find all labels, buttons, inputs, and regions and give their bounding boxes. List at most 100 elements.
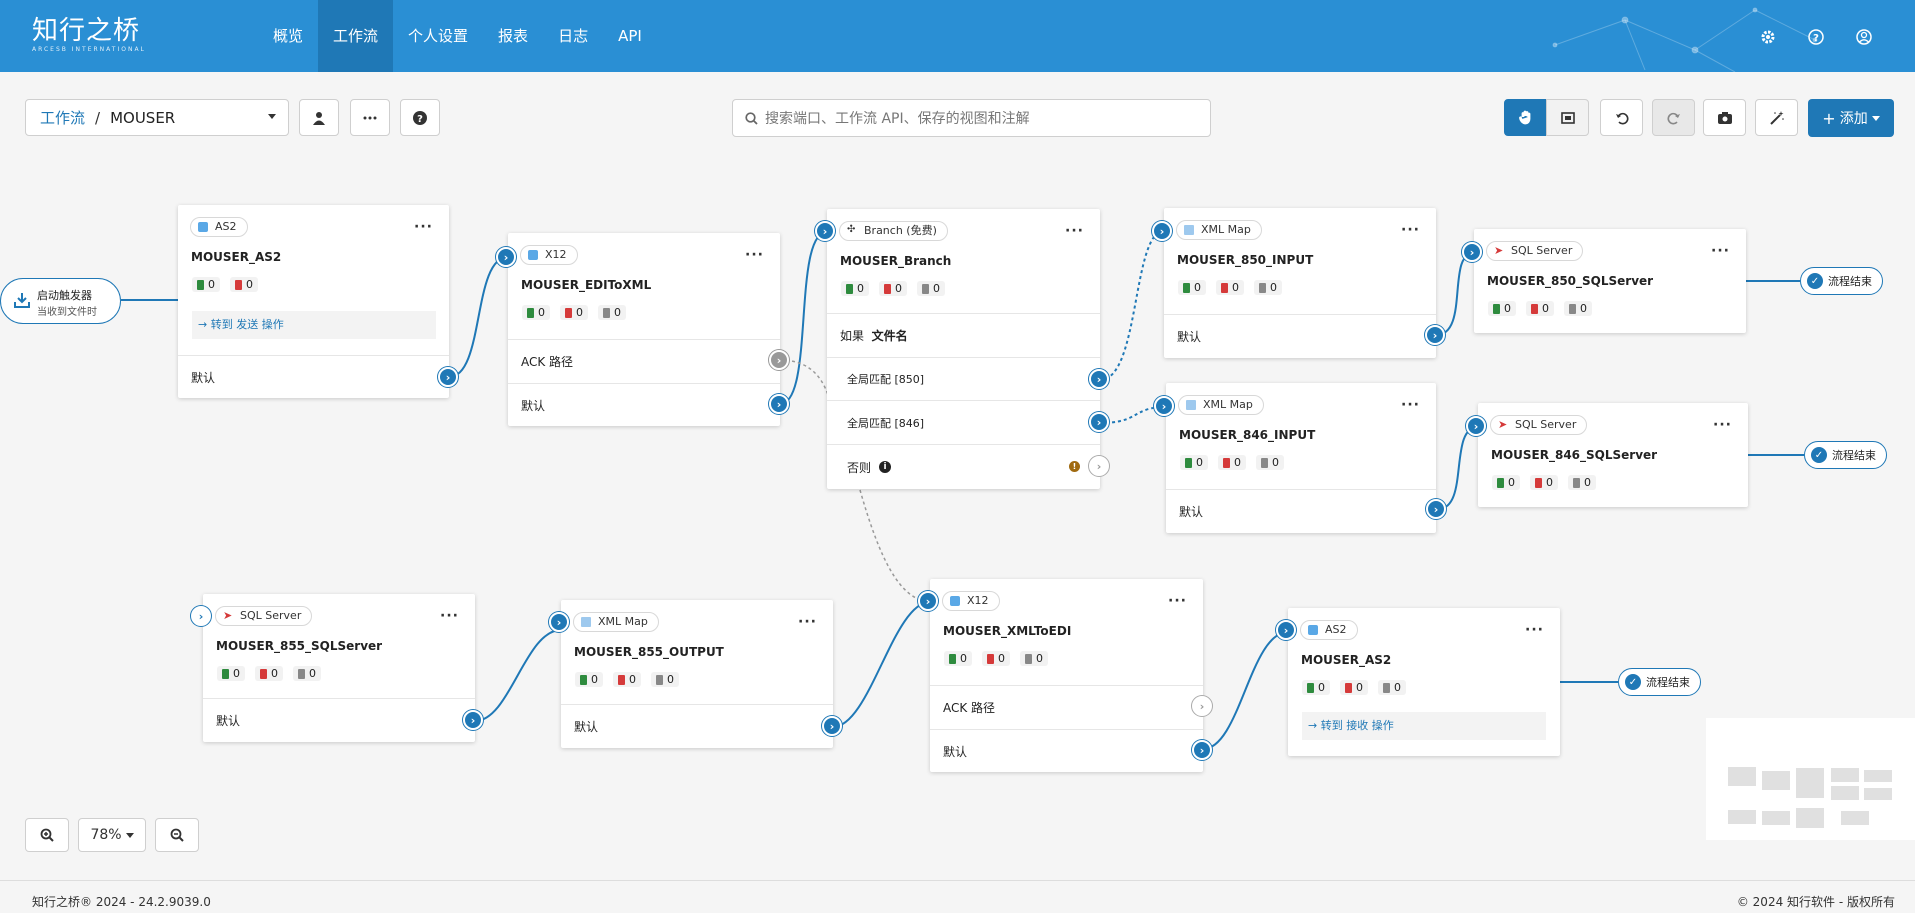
canvas-minimap[interactable] [1706,718,1915,840]
output-port[interactable]: › [822,716,842,736]
input-port[interactable]: › [918,591,938,611]
more-options-button[interactable] [350,99,390,136]
error-count: 0 [1216,280,1244,295]
queued-count: 0 [1564,301,1592,316]
output-default: 默认 [1166,489,1436,533]
node-x12-inbound[interactable]: › X12 ··· MOUSER_EDIToXML 0 0 0 ACK 路径 ›… [496,233,789,426]
node-xml-846-input[interactable]: › XML Map ··· MOUSER_846_INPUT 0 0 0 默认 … [1154,383,1446,533]
undo-button[interactable] [1600,99,1643,136]
node-menu-button[interactable]: ··· [1711,243,1730,259]
node-as2-inbound[interactable]: AS2 ··· MOUSER_AS2 0 0 → 转到 发送 操作 默认 › [178,205,458,398]
node-menu-button[interactable]: ··· [414,219,433,235]
input-port[interactable]: › [549,612,569,632]
zoom-level-dropdown[interactable]: 78% [78,818,146,852]
help-icon[interactable]: ? [1803,24,1829,50]
node-menu-button[interactable]: ··· [1065,223,1084,239]
node-menu-button[interactable]: ··· [440,608,459,624]
input-port[interactable]: › [1154,396,1174,416]
nav-profile[interactable]: 个人设置 [408,27,469,45]
end-flow-pill[interactable]: ✓ 流程结束 [1800,267,1883,295]
node-menu-button[interactable]: ··· [1168,593,1187,609]
info-icon: i [879,461,892,473]
add-button[interactable]: + 添加 [1808,99,1894,137]
output-port[interactable]: › [463,710,483,730]
else-output-port[interactable]: › [1089,456,1109,476]
workflow-breadcrumb[interactable]: 工作流 / MOUSER [25,99,289,136]
node-xml-850-input[interactable]: › XML Map ··· MOUSER_850_INPUT 0 0 0 默认 … [1152,208,1445,358]
input-port[interactable]: › [1152,221,1172,241]
ack-output-port[interactable]: › [769,350,789,370]
output-default: 默认 [561,704,833,748]
svg-text:?: ? [417,114,423,125]
caret-down-icon [125,832,134,838]
end-flow-pill[interactable]: ✓ 流程结束 [1804,441,1887,469]
node-counts: 0 0 0 [217,666,321,681]
node-counts: 0 0 0 [1492,475,1596,490]
ack-output-port[interactable]: › [1192,696,1212,716]
output-port[interactable]: › [1425,325,1445,345]
input-port[interactable]: › [496,247,516,267]
nav-logs[interactable]: 日志 [558,27,589,45]
node-type-tag: ✣ Branch (免费) [839,221,948,241]
node-menu-button[interactable]: ··· [745,247,764,263]
output-port[interactable]: › [1192,740,1212,760]
node-name: MOUSER_850_SQLServer [1487,274,1654,288]
check-circle-icon: ✓ [1811,447,1827,463]
input-port[interactable]: › [1462,242,1482,262]
queued-count: 0 [1254,280,1282,295]
snapshot-button[interactable] [1703,99,1746,136]
input-port[interactable]: › [191,606,211,626]
add-button-label: 添加 [1839,111,1868,127]
nav-reports[interactable]: 报表 [498,27,529,45]
node-sql-850[interactable]: › ➤ SQL Server ··· MOUSER_850_SQLServer 0… [1462,229,1746,333]
start-trigger[interactable]: 启动触发器 当收到文件时 [0,278,121,324]
pan-mode-button[interactable] [1504,99,1547,136]
end-flow-pill[interactable]: ✓ 流程结束 [1618,668,1701,696]
node-counts: 0 0 0 [944,651,1048,666]
redo-button[interactable] [1652,99,1695,136]
node-menu-button[interactable]: ··· [1525,622,1544,638]
node-sql-855[interactable]: › ➤ SQL Server ··· MOUSER_855_SQLServer 0… [191,594,483,742]
error-count: 0 [1526,301,1554,316]
node-menu-button[interactable]: ··· [1713,417,1732,433]
queued-count: 0 [598,305,626,320]
node-menu-button[interactable]: ··· [798,614,817,630]
input-port[interactable]: › [815,221,835,241]
app-logo[interactable]: 知行之桥 ARCESB INTERNATIONAL [32,16,146,54]
output-port[interactable]: › [438,367,458,387]
output-default: 默认 [508,383,780,426]
workflow-user-button[interactable] [299,99,339,136]
case-846-output-port[interactable]: › [1089,412,1109,432]
node-xml-855-output[interactable]: › XML Map ··· MOUSER_855_OUTPUT 0 0 0 默认… [549,600,842,748]
node-branch[interactable]: › ✣ Branch (免费) ··· MOUSER_Branch 0 0 0 如… [815,209,1109,489]
breadcrumb-root-link[interactable]: 工作流 [40,109,86,127]
nav-overview[interactable]: 概览 [273,27,304,45]
search-input[interactable]: 搜索端口、工作流 API、保存的视图和注解 [732,99,1211,137]
zoom-out-button[interactable] [155,818,199,852]
node-x12-outbound[interactable]: › X12 ··· MOUSER_XMLToEDI 0 0 0 ACK 路径 ›… [918,579,1212,772]
success-count: 0 [575,672,603,687]
input-port[interactable]: › [1466,416,1486,436]
goto-receive-link[interactable]: → 转到 接收 操作 [1302,712,1546,740]
user-account-icon[interactable] [1851,24,1877,50]
node-as2-outbound[interactable]: › AS2 ··· MOUSER_AS2 0 0 0 → 转到 接收 操作 [1276,608,1560,756]
input-port[interactable]: › [1276,620,1296,640]
as2-icon [198,222,208,232]
select-mode-button[interactable] [1546,99,1589,136]
auto-layout-button[interactable] [1755,99,1798,136]
zoom-in-button[interactable] [25,818,69,852]
nav-api[interactable]: API [618,27,642,45]
help-button[interactable]: ? [400,99,440,136]
output-port[interactable]: › [1426,499,1446,519]
nav-workflow[interactable]: 工作流 [318,0,394,72]
success-count: 0 [944,651,972,666]
output-port[interactable]: › [769,394,789,414]
node-menu-button[interactable]: ··· [1401,397,1420,413]
trigger-title: 启动触发器 [37,289,92,302]
gear-icon[interactable] [1755,24,1781,50]
case-850-output-port[interactable]: › [1089,369,1109,389]
node-menu-button[interactable]: ··· [1401,222,1420,238]
node-sql-846[interactable]: › ➤ SQL Server ··· MOUSER_846_SQLServer 0… [1466,403,1748,507]
goto-send-link[interactable]: → 转到 发送 操作 [192,311,436,339]
zoom-out-icon [170,828,184,842]
